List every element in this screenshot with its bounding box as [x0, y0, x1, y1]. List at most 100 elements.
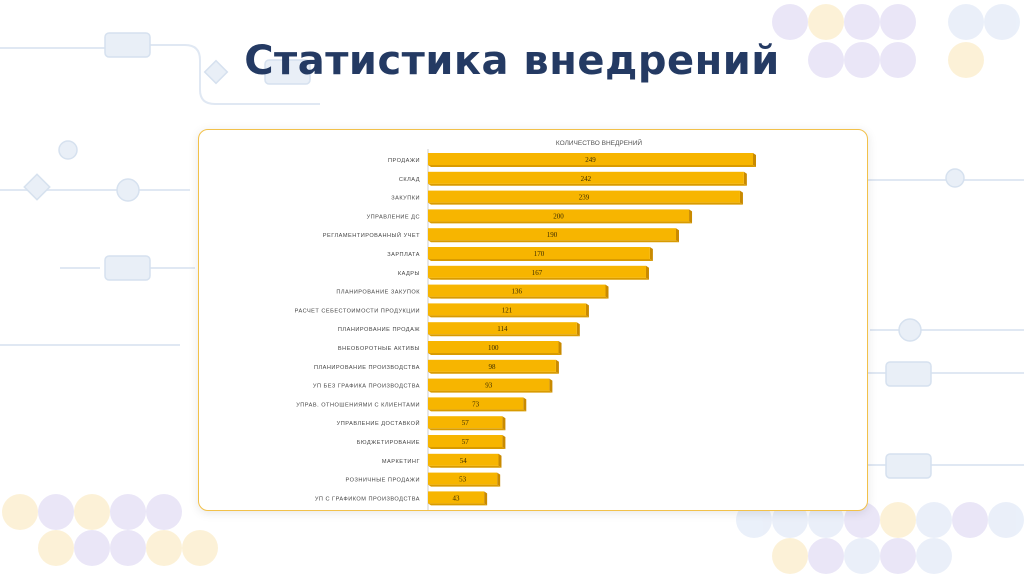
- chart-title: КОЛИЧЕСТВО ВНЕДРЕНИЙ: [556, 138, 643, 147]
- category-label: УПРАВЛЕНИЕ ДОСТАВКОЙ: [337, 419, 420, 427]
- bar-chart: КОЛИЧЕСТВО ВНЕДРЕНИЙ 249 ПРОДАЖИ 242 СКЛАД 23…: [295, 138, 756, 510]
- bar-side: [498, 453, 502, 468]
- bar-bottom: [428, 334, 580, 337]
- bar: [428, 284, 606, 297]
- category-label: ЗАКУПКИ: [391, 196, 420, 202]
- bar-side: [739, 190, 743, 205]
- bar-value-label: 200: [553, 212, 564, 220]
- bar: [428, 265, 646, 278]
- bar-bottom: [428, 409, 527, 412]
- bar: [428, 153, 753, 165]
- bar-side: [555, 359, 559, 374]
- category-label: РОЗНИЧНЫЕ ПРОДАЖИ: [346, 478, 420, 484]
- bar-bottom: [428, 259, 653, 261]
- bar: [428, 303, 586, 316]
- bar-value-label: 136: [512, 288, 523, 296]
- bar-bottom: [428, 465, 502, 468]
- bar-value-label: 242: [581, 175, 592, 183]
- bar: [428, 435, 503, 447]
- bar-side: [523, 397, 527, 412]
- category-label: УПРАВ. ОТНОШЕНИЯМИ С КЛИЕНТАМИ: [296, 402, 420, 408]
- bar-bottom: [428, 428, 506, 431]
- bar-bottom: [428, 315, 589, 318]
- bar-bottom: [428, 447, 506, 449]
- bar-value-label: 93: [485, 382, 493, 390]
- bar-value-label: 53: [459, 476, 467, 484]
- bar-bottom: [428, 503, 488, 506]
- bar-value-label: 57: [462, 438, 470, 446]
- bar-bottom: [428, 277, 649, 280]
- bar: [428, 416, 503, 429]
- bar-side: [549, 378, 553, 393]
- category-label: КАДРЫ: [398, 271, 420, 277]
- bar-value-label: 170: [534, 250, 545, 258]
- bar-side: [605, 284, 609, 299]
- bar: [428, 359, 556, 372]
- bar-value-label: 43: [453, 494, 461, 502]
- bar-value-label: 57: [462, 419, 470, 427]
- bar-side: [649, 247, 653, 261]
- bar-value-label: 121: [502, 306, 513, 314]
- bar-side: [645, 265, 649, 280]
- bar-side: [484, 491, 488, 506]
- bar-bottom: [428, 240, 679, 243]
- bar-bottom: [428, 353, 562, 355]
- bar: [428, 322, 577, 335]
- chart-card: КОЛИЧЕСТВО ВНЕДРЕНИЙ 249 ПРОДАЖИ 242 СКЛАД 23…: [198, 129, 868, 511]
- bar-bottom: [428, 296, 609, 299]
- category-label: ПРОДАЖИ: [388, 158, 420, 164]
- bar-value-label: 73: [472, 400, 480, 408]
- category-label: СКЛАД: [399, 177, 420, 183]
- bar: [428, 378, 550, 391]
- bar-side: [585, 303, 589, 318]
- category-label: ПЛАНИРОВАНИЕ ПРОИЗВОДСТВА: [314, 365, 420, 371]
- bar-value-label: 167: [532, 269, 543, 277]
- bar: [428, 209, 690, 222]
- bar-value-label: 54: [460, 457, 468, 465]
- bar-side: [675, 228, 679, 243]
- bar: [428, 190, 740, 203]
- bar-bottom: [428, 165, 756, 167]
- category-label: ПЛАНИРОВАНИЕ ЗАКУПОК: [336, 290, 420, 296]
- bar-side: [743, 171, 747, 186]
- bar-bottom: [428, 484, 501, 487]
- category-label: УПРАВЛЕНИЕ ДС: [367, 214, 420, 220]
- bar-side: [497, 472, 501, 487]
- bar-side: [576, 322, 580, 337]
- category-label: ПЛАНИРОВАНИЕ ПРОДАЖ: [338, 327, 420, 333]
- bar-bottom: [428, 202, 743, 205]
- bar-value-label: 190: [547, 231, 558, 239]
- bar-bottom: [428, 371, 559, 374]
- bar-side: [753, 153, 756, 167]
- category-label: УП БЕЗ ГРАФИКА ПРОИЗВОДСТВА: [313, 384, 420, 390]
- bar-value-label: 114: [497, 325, 508, 333]
- bar-side: [558, 341, 562, 355]
- category-label: РАСЧЕТ СЕБЕСТОИМОСТИ ПРОДУКЦИИ: [295, 308, 420, 314]
- bar-value-label: 100: [488, 344, 499, 352]
- bar: [428, 397, 524, 410]
- bar-value-label: 239: [579, 194, 590, 202]
- bar: [428, 171, 744, 184]
- category-label: ЗАРПЛАТА: [387, 252, 420, 258]
- category-label: БЮДЖЕТИРОВАНИЕ: [357, 440, 420, 446]
- bar-side: [689, 209, 693, 224]
- category-label: МАРКЕТИНГ: [382, 459, 420, 465]
- category-label: ВНЕОБОРОТНЫЕ АКТИВЫ: [338, 346, 420, 352]
- bar-bottom: [428, 390, 553, 393]
- bar: [428, 228, 676, 241]
- category-label: РЕГЛАМЕНТИРОВАННЫЙ УЧЕТ: [323, 231, 420, 239]
- bar-value-label: 98: [488, 363, 496, 371]
- bar-bottom: [428, 221, 693, 224]
- category-label: УП С ГРАФИКОМ ПРОИЗВОДСТВА: [315, 496, 420, 502]
- bar: [428, 491, 485, 504]
- bar: [428, 453, 499, 466]
- bar-bottom: [428, 183, 747, 186]
- bar: [428, 341, 559, 353]
- page-title: Статистика внедрений: [244, 38, 780, 84]
- bar-side: [502, 416, 506, 431]
- bar: [428, 472, 498, 485]
- bar-value-label: 249: [585, 156, 596, 164]
- bar-side: [502, 435, 506, 449]
- bar: [428, 247, 650, 259]
